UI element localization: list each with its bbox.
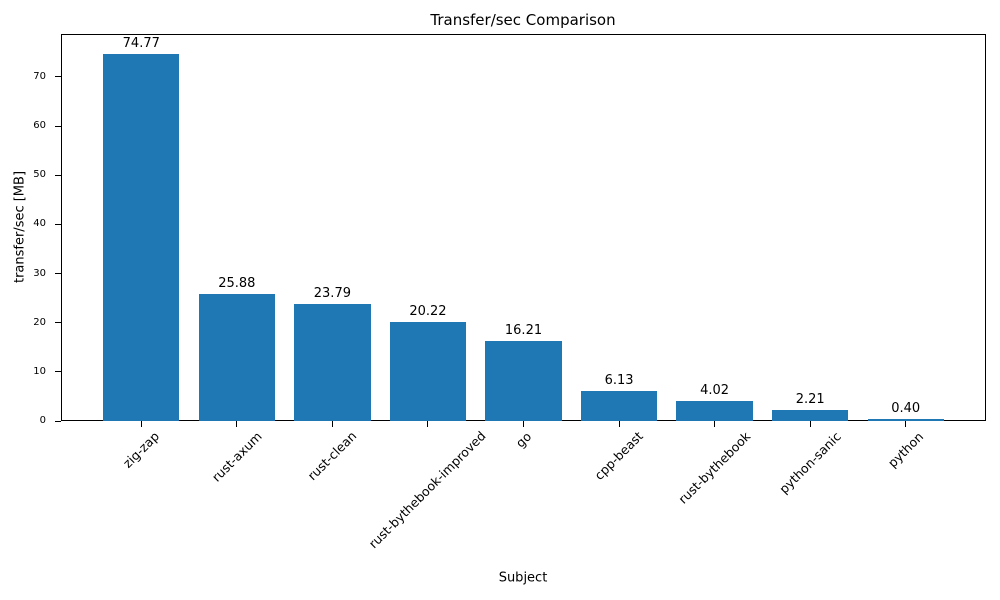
y-tick-mark bbox=[55, 76, 61, 78]
bar-rust-bythebook bbox=[676, 401, 753, 421]
x-tick-label: rust-clean bbox=[304, 428, 360, 484]
bar-zig-zap bbox=[103, 53, 180, 421]
y-tick-label: 40 bbox=[33, 218, 46, 230]
x-tick-mark bbox=[236, 421, 238, 427]
y-tick-label: 20 bbox=[33, 316, 46, 328]
bar-value-label: 74.77 bbox=[122, 35, 160, 51]
bar-go bbox=[485, 341, 562, 421]
y-tick-mark bbox=[55, 420, 61, 422]
x-tick-mark bbox=[331, 421, 333, 427]
x-tick-label: go bbox=[512, 428, 534, 451]
bar-rust-bythebook-improved bbox=[389, 321, 467, 421]
bar-value-label: 4.02 bbox=[700, 383, 730, 399]
y-tick-label: 0 bbox=[39, 415, 46, 426]
bar-value-label: 0.40 bbox=[891, 401, 921, 417]
x-tick-label: rust-axum bbox=[208, 428, 265, 485]
y-tick-label: 60 bbox=[33, 120, 46, 132]
y-tick-mark bbox=[55, 223, 61, 225]
x-tick-mark bbox=[427, 421, 429, 427]
x-tick-label: cpp-beast bbox=[591, 428, 646, 483]
bar-value-label: 16.21 bbox=[504, 323, 543, 339]
y-tick-label: 30 bbox=[33, 267, 46, 279]
x-tick-label: python-sanic bbox=[775, 428, 844, 497]
bar-value-label: 23.79 bbox=[313, 286, 351, 302]
y-tick-mark bbox=[55, 322, 61, 324]
y-tick-mark bbox=[55, 371, 61, 373]
y-tick-label: 10 bbox=[33, 365, 46, 377]
x-tick-mark bbox=[905, 421, 907, 427]
x-tick-label: rust-bythebook bbox=[675, 428, 754, 507]
bar-value-label: 20.22 bbox=[409, 303, 447, 319]
x-tick-label: rust-bythebook-improved bbox=[366, 428, 490, 552]
bar-python-sanic bbox=[771, 410, 849, 421]
y-tick-label: 50 bbox=[33, 169, 46, 181]
x-tick-mark bbox=[618, 421, 620, 427]
x-axis-label: Subject bbox=[498, 570, 548, 586]
y-tick-mark bbox=[55, 273, 61, 275]
y-tick-label: 70 bbox=[33, 70, 46, 82]
x-tick-label: zig-zap bbox=[119, 428, 162, 471]
x-tick-mark bbox=[523, 421, 524, 427]
bar-cpp-beast bbox=[580, 390, 658, 421]
bar-value-label: 25.88 bbox=[218, 275, 256, 291]
x-tick-label: python bbox=[884, 428, 926, 470]
x-tick-mark bbox=[714, 421, 716, 427]
x-tick-mark bbox=[809, 421, 811, 427]
bar-python bbox=[867, 419, 944, 421]
bar-rust-clean bbox=[294, 304, 371, 421]
chart-title: Transfer/sec Comparison bbox=[430, 11, 616, 29]
bar-rust-axum bbox=[198, 293, 276, 421]
x-tick-mark bbox=[140, 421, 142, 427]
bar-value-label: 6.13 bbox=[604, 372, 634, 388]
y-tick-mark bbox=[55, 174, 61, 176]
bar-value-label: 2.21 bbox=[795, 392, 825, 408]
y-tick-mark bbox=[55, 125, 61, 127]
